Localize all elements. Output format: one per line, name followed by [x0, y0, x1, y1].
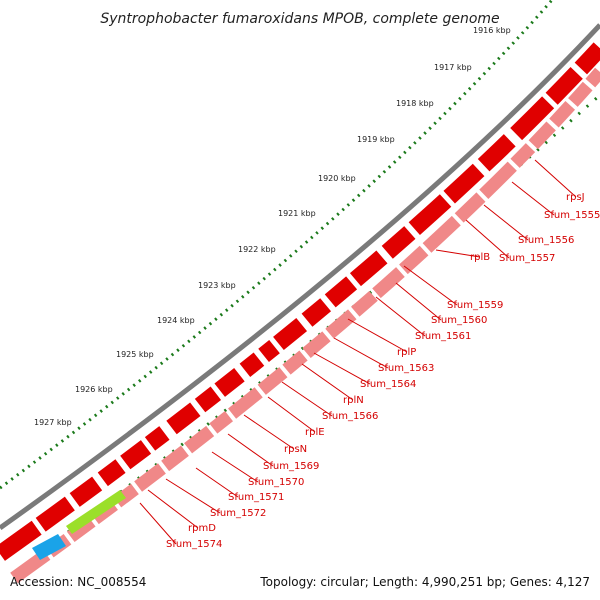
gene-label: Sfum_1557 [499, 253, 555, 264]
gene-label-leader [465, 219, 510, 259]
gene-label: Sfum_1572 [210, 508, 266, 519]
gene-label-leader [267, 396, 316, 433]
gene-label-leader [395, 282, 442, 321]
gene-label-leader [375, 296, 426, 337]
gene-label: Sfum_1570 [248, 477, 304, 488]
gene-label-leader [243, 414, 295, 450]
accession-label: Accession: NC_008554 [10, 575, 146, 589]
kbp-tick-label: 1918 kbp [396, 99, 434, 108]
map-title: Syntrophobacter fumaroxidans MPOB, compl… [100, 11, 499, 27]
gene-label-leader [301, 363, 354, 401]
gene-label: Sfum_1561 [415, 331, 471, 342]
gene-label-leader [195, 467, 239, 498]
gene-label: Sfum_1571 [228, 492, 284, 503]
gene-label: Sfum_1560 [431, 315, 487, 326]
kbp-tick-label: 1927 kbp [34, 418, 72, 427]
kbp-tick-label: 1921 kbp [278, 209, 316, 218]
kbp-tick-label: 1916 kbp [473, 26, 511, 35]
gene-label: Sfum_1555 [544, 210, 600, 221]
gene-label: Sfum_1566 [322, 411, 378, 422]
gene-label-leader [534, 159, 577, 198]
genome-summary: Topology: circular; Length: 4,990,251 bp… [259, 575, 590, 589]
kbp-tick-label: 1926 kbp [75, 385, 113, 394]
gene-label: rplE [305, 427, 325, 438]
gc-skew-outer-track [0, 0, 554, 490]
gene-label-leader [165, 478, 221, 514]
gene-label: rplB [470, 252, 490, 263]
forward-strand-genes [0, 42, 600, 561]
gene-label-leader [403, 265, 458, 306]
gene-label: rpsJ [566, 192, 585, 203]
kbp-tick-label: 1925 kbp [116, 350, 154, 359]
gene-label-leader [347, 318, 408, 353]
gene-label: rplN [343, 395, 364, 406]
kbp-tick-label: 1924 kbp [157, 316, 195, 325]
gene-label-leader [333, 337, 389, 369]
gene-label: Sfum_1574 [166, 539, 222, 550]
gene-label: Sfum_1556 [518, 235, 574, 246]
gene-label-leader [281, 381, 333, 417]
gene-label: rpmD [188, 523, 216, 534]
gene-label-leader [211, 451, 259, 483]
gene-label: Sfum_1559 [447, 300, 503, 311]
gene-label-leader [483, 204, 529, 241]
kbp-tick-label: 1923 kbp [198, 281, 236, 290]
kbp-tick-label: 1917 kbp [434, 63, 472, 72]
gene-label-leader [139, 502, 177, 545]
gene-label-leader [435, 249, 481, 258]
gene-label: Sfum_1569 [263, 461, 319, 472]
highlighted-gene-blue [32, 534, 66, 560]
gene-label-leader [313, 352, 371, 385]
gene-label: rplP [397, 347, 416, 358]
gene-label-leader [511, 181, 555, 216]
genome-backbone [0, 23, 600, 531]
gene-label: rpsN [284, 444, 307, 455]
highlighted-gene-green [66, 490, 126, 534]
gene-label-leader [227, 433, 274, 467]
kbp-tick-label: 1919 kbp [357, 135, 395, 144]
kbp-tick-label: 1920 kbp [318, 174, 356, 183]
gene-label: Sfum_1564 [360, 379, 416, 390]
kbp-tick-label: 1922 kbp [238, 245, 276, 254]
gene-label-leader [147, 489, 199, 529]
gene-label: Sfum_1563 [378, 363, 434, 374]
